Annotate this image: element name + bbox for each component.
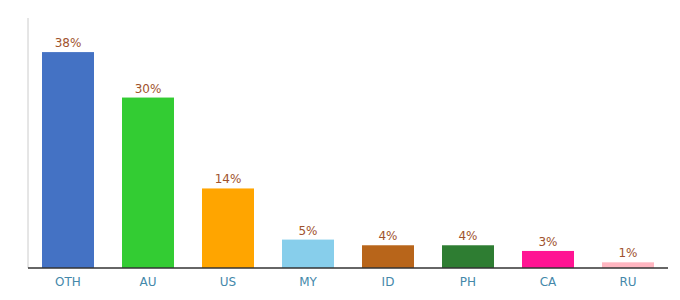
- x-tick-label: MY: [299, 275, 317, 289]
- bar: [122, 98, 174, 268]
- bar: [282, 240, 334, 268]
- x-tick-label: CA: [540, 275, 557, 289]
- x-axis-line: [28, 267, 668, 269]
- chart-svg: 38% 30% 14% 5% 4% 4% 3% 1% OTH AU US MY ID PH CA RU: [0, 0, 680, 300]
- bar: [42, 52, 94, 268]
- x-tick-label: RU: [619, 275, 636, 289]
- bar: [202, 188, 254, 268]
- data-label: 4%: [378, 229, 397, 243]
- y-axis-line: [28, 18, 29, 268]
- data-label: 5%: [298, 224, 317, 238]
- x-tick-labels: OTH AU US MY ID PH CA RU: [55, 275, 636, 289]
- bars: [42, 52, 654, 268]
- data-labels: 38% 30% 14% 5% 4% 4% 3% 1%: [55, 36, 638, 260]
- x-tick-label: OTH: [55, 275, 81, 289]
- chart-container: 38% 30% 14% 5% 4% 4% 3% 1% OTH AU US MY ID PH CA RU: [0, 0, 680, 300]
- x-tick-label: US: [220, 275, 236, 289]
- bar: [602, 262, 654, 268]
- data-label: 3%: [538, 235, 557, 249]
- data-label: 4%: [458, 229, 477, 243]
- data-label: 30%: [135, 82, 162, 96]
- data-label: 14%: [215, 172, 242, 186]
- x-tick-label: AU: [140, 275, 157, 289]
- data-label: 1%: [618, 246, 637, 260]
- x-tick-label: PH: [460, 275, 476, 289]
- bar: [362, 245, 414, 268]
- x-tick-label: ID: [382, 275, 395, 289]
- bar: [442, 245, 494, 268]
- bar: [522, 251, 574, 268]
- data-label: 38%: [55, 36, 82, 50]
